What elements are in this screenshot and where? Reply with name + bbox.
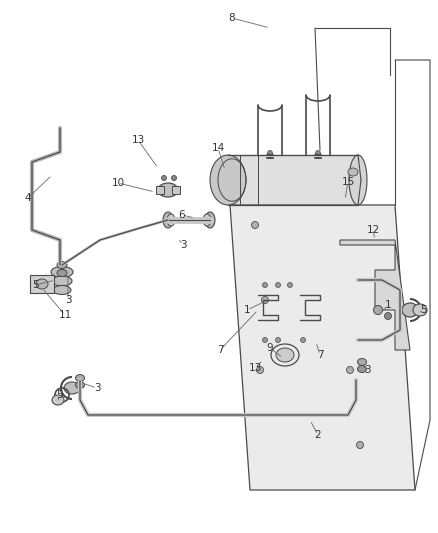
Ellipse shape <box>373 305 381 314</box>
Ellipse shape <box>36 279 48 289</box>
Text: 8: 8 <box>228 13 235 23</box>
Text: 2: 2 <box>314 430 321 440</box>
Polygon shape <box>227 155 357 205</box>
Ellipse shape <box>401 303 417 317</box>
Text: 6: 6 <box>178 210 185 220</box>
Ellipse shape <box>51 266 73 278</box>
Text: 5: 5 <box>57 390 63 400</box>
Text: 1: 1 <box>384 300 390 310</box>
Polygon shape <box>230 205 414 490</box>
Ellipse shape <box>205 212 215 228</box>
Ellipse shape <box>262 337 267 343</box>
Text: 11: 11 <box>58 310 71 320</box>
Ellipse shape <box>75 375 84 382</box>
Ellipse shape <box>161 175 166 181</box>
Text: 3: 3 <box>363 365 370 375</box>
Bar <box>172 186 180 194</box>
Text: 3: 3 <box>179 240 186 250</box>
Ellipse shape <box>75 382 84 389</box>
Ellipse shape <box>53 286 71 295</box>
Ellipse shape <box>209 155 245 205</box>
Text: 5: 5 <box>420 305 426 315</box>
Polygon shape <box>339 240 409 350</box>
Ellipse shape <box>52 276 72 286</box>
Ellipse shape <box>346 367 353 374</box>
Ellipse shape <box>356 441 363 448</box>
Ellipse shape <box>57 270 67 277</box>
Ellipse shape <box>357 359 366 366</box>
Text: 9: 9 <box>266 343 273 353</box>
Text: 4: 4 <box>25 193 31 203</box>
Ellipse shape <box>262 282 267 287</box>
Ellipse shape <box>325 207 330 213</box>
Ellipse shape <box>162 212 173 228</box>
Ellipse shape <box>315 150 320 156</box>
Ellipse shape <box>275 337 280 343</box>
Ellipse shape <box>57 262 67 269</box>
Ellipse shape <box>384 312 391 319</box>
Ellipse shape <box>251 222 258 229</box>
Ellipse shape <box>312 207 317 213</box>
Ellipse shape <box>300 337 305 343</box>
Bar <box>30 275 54 293</box>
Ellipse shape <box>261 296 268 303</box>
Text: 13: 13 <box>248 363 261 373</box>
Bar <box>155 186 164 194</box>
Text: 1: 1 <box>243 305 250 315</box>
Text: 3: 3 <box>64 295 71 305</box>
Ellipse shape <box>347 168 357 176</box>
Ellipse shape <box>412 304 426 316</box>
Text: 7: 7 <box>316 350 322 360</box>
Ellipse shape <box>267 150 272 156</box>
Text: 13: 13 <box>131 135 144 145</box>
Text: 3: 3 <box>93 383 100 393</box>
Ellipse shape <box>52 395 64 405</box>
Text: 10: 10 <box>111 178 124 188</box>
Text: 5: 5 <box>32 280 39 290</box>
Ellipse shape <box>166 214 175 226</box>
Ellipse shape <box>357 366 366 373</box>
Ellipse shape <box>256 367 263 374</box>
Text: 14: 14 <box>211 143 224 153</box>
Ellipse shape <box>158 183 177 197</box>
Ellipse shape <box>275 282 280 287</box>
Ellipse shape <box>348 155 366 205</box>
Ellipse shape <box>267 207 272 213</box>
Ellipse shape <box>276 348 293 362</box>
Ellipse shape <box>171 175 176 181</box>
Text: 7: 7 <box>216 345 223 355</box>
Text: 12: 12 <box>366 225 379 235</box>
Ellipse shape <box>202 214 211 226</box>
Text: 15: 15 <box>341 177 354 187</box>
Ellipse shape <box>287 282 292 287</box>
Ellipse shape <box>255 207 260 213</box>
Ellipse shape <box>64 382 80 394</box>
